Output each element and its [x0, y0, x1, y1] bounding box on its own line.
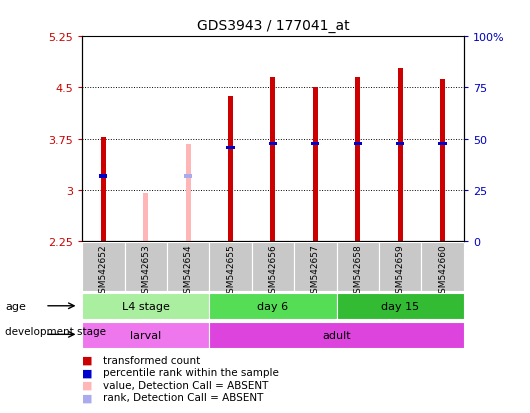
- Bar: [226, 146, 235, 150]
- Text: age: age: [5, 301, 26, 311]
- Bar: [99, 175, 108, 179]
- Bar: [125, 242, 167, 291]
- Bar: [311, 142, 320, 146]
- Bar: [355, 78, 360, 242]
- Text: percentile rank within the sample: percentile rank within the sample: [103, 368, 279, 377]
- Text: adult: adult: [322, 330, 351, 340]
- Bar: [337, 293, 464, 319]
- Bar: [167, 242, 209, 291]
- Bar: [209, 242, 252, 291]
- Bar: [337, 242, 379, 291]
- Bar: [184, 175, 192, 179]
- Text: day 15: day 15: [381, 301, 419, 311]
- Text: GSM542658: GSM542658: [354, 244, 362, 299]
- Text: day 6: day 6: [258, 301, 288, 311]
- Text: ■: ■: [82, 392, 93, 402]
- Bar: [82, 293, 209, 319]
- Text: GSM542653: GSM542653: [142, 244, 150, 299]
- Bar: [379, 242, 421, 291]
- Bar: [421, 242, 464, 291]
- Text: GSM542660: GSM542660: [438, 244, 447, 299]
- Text: L4 stage: L4 stage: [122, 301, 170, 311]
- Bar: [252, 242, 294, 291]
- Text: GSM542652: GSM542652: [99, 244, 108, 298]
- Text: rank, Detection Call = ABSENT: rank, Detection Call = ABSENT: [103, 392, 264, 402]
- Bar: [440, 79, 445, 242]
- Bar: [82, 242, 125, 291]
- Text: ■: ■: [82, 368, 93, 377]
- Text: transformed count: transformed count: [103, 355, 200, 365]
- Text: ■: ■: [82, 380, 93, 390]
- Bar: [228, 97, 233, 242]
- Bar: [294, 242, 337, 291]
- Bar: [313, 88, 318, 242]
- Text: development stage: development stage: [5, 327, 107, 337]
- Text: GSM542654: GSM542654: [184, 244, 192, 298]
- Bar: [101, 138, 106, 242]
- Text: GSM542657: GSM542657: [311, 244, 320, 299]
- Bar: [209, 322, 464, 348]
- Title: GDS3943 / 177041_at: GDS3943 / 177041_at: [197, 19, 349, 33]
- Text: GSM542655: GSM542655: [226, 244, 235, 299]
- Bar: [398, 69, 403, 242]
- Bar: [143, 194, 148, 242]
- Text: ■: ■: [82, 355, 93, 365]
- Bar: [186, 144, 191, 242]
- Text: GSM542659: GSM542659: [396, 244, 404, 299]
- Text: GSM542656: GSM542656: [269, 244, 277, 299]
- Bar: [269, 142, 277, 146]
- Bar: [354, 142, 362, 146]
- Bar: [438, 142, 447, 146]
- Bar: [209, 293, 337, 319]
- Bar: [396, 142, 404, 146]
- Text: larval: larval: [130, 330, 161, 340]
- Bar: [270, 78, 276, 242]
- Text: value, Detection Call = ABSENT: value, Detection Call = ABSENT: [103, 380, 269, 390]
- Bar: [82, 322, 209, 348]
